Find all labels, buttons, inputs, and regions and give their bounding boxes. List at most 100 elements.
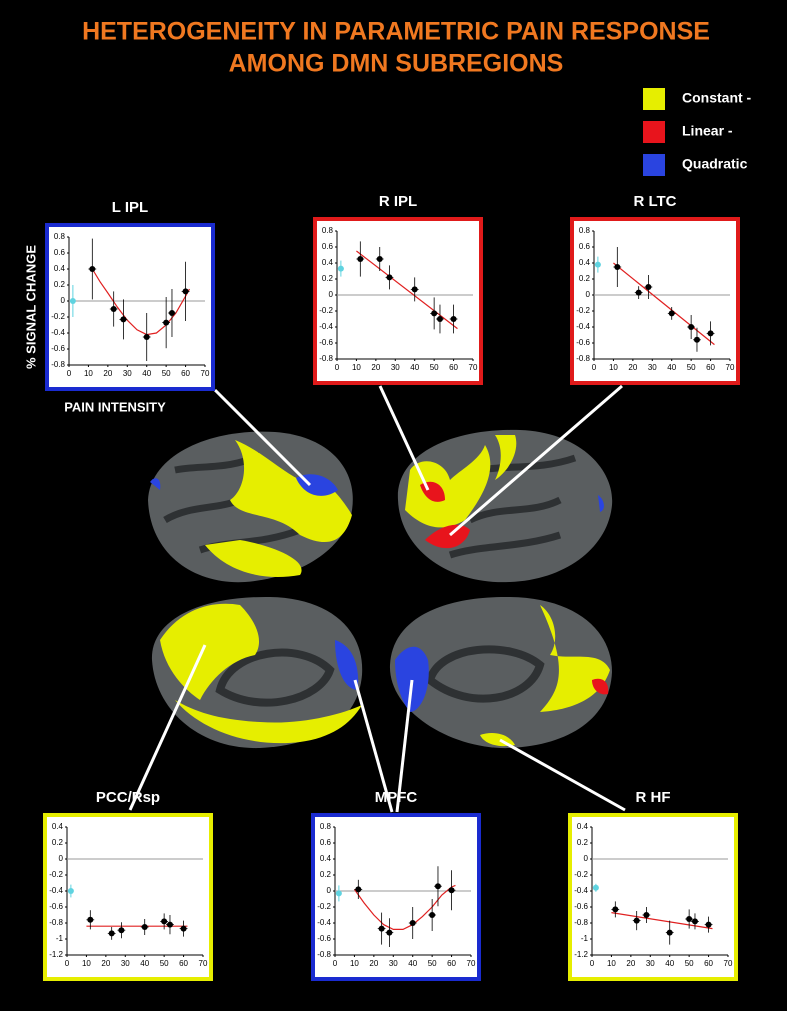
y-tick-label: 0 <box>61 296 66 305</box>
data-point <box>357 256 364 262</box>
panel-frame <box>570 217 740 385</box>
data-point <box>614 264 621 270</box>
x-tick-label: 30 <box>646 959 655 968</box>
baseline-point <box>69 298 76 304</box>
x-tick-label: 10 <box>352 363 361 372</box>
x-tick-label: 20 <box>628 363 637 372</box>
x-tick-label: 30 <box>391 363 400 372</box>
x-tick-label: 20 <box>103 369 112 378</box>
data-point <box>118 927 125 934</box>
y-tick-label: -0.2 <box>319 306 333 315</box>
data-point <box>110 306 117 312</box>
y-tick-label: 0.8 <box>579 226 591 235</box>
data-point <box>376 256 383 262</box>
x-tick-label: 60 <box>181 369 190 378</box>
legend-swatch <box>643 121 665 143</box>
data-point <box>612 906 619 913</box>
title-line: AMONG DMN SUBREGIONS <box>229 50 564 78</box>
data-point <box>691 918 698 925</box>
y-tick-label: 0.4 <box>579 258 591 267</box>
y-tick-label: 0.8 <box>322 226 334 235</box>
data-point <box>431 310 438 317</box>
panel: L IPL -0.8 -0.6 -0.4 -0.2 0 0.2 0.4 0.6 0.8 0 10 20 3… <box>23 199 215 414</box>
y-tick-label: 0.2 <box>320 870 332 879</box>
data-point <box>143 334 150 340</box>
panel: R IPL -0.8 -0.6 -0.4 -0.2 0 0.2 0.4 0.6 0.8 0 10 20 3… <box>313 193 483 385</box>
x-tick-label: 30 <box>389 959 398 968</box>
panel: PCC/Rsp -1.2 -1 -0.8 -0.6 -0.4 -0.2 0 0.2 0.4 0 10 2… <box>43 789 213 981</box>
legend-label: Linear - <box>682 123 733 139</box>
data-point <box>120 316 127 323</box>
data-point <box>180 925 187 932</box>
y-tick-label: -0.6 <box>576 338 590 347</box>
y-tick-label: -0.8 <box>49 918 63 927</box>
x-tick-label: 70 <box>467 959 476 968</box>
panel-frame <box>43 813 213 981</box>
data-point <box>87 916 94 923</box>
y-tick-label: -0.2 <box>49 870 63 879</box>
y-tick-label: 0.6 <box>54 248 66 257</box>
data-point <box>633 917 640 924</box>
y-tick-label: 0.2 <box>579 274 591 283</box>
data-point <box>89 266 96 272</box>
y-tick-label: -1.2 <box>49 950 63 959</box>
x-tick-label: 60 <box>179 959 188 968</box>
y-tick-label: -0.6 <box>319 338 333 347</box>
y-tick-label: -0.6 <box>51 344 65 353</box>
data-point <box>645 284 652 290</box>
baseline-point <box>67 888 74 894</box>
data-point <box>378 925 385 932</box>
y-tick-label: 0.4 <box>322 258 334 267</box>
y-tick-label: -0.8 <box>319 354 333 363</box>
data-point <box>411 286 418 293</box>
legend-label: Constant - <box>682 90 752 106</box>
y-tick-label: -0.4 <box>319 322 333 331</box>
data-point <box>168 310 175 316</box>
x-tick-label: 50 <box>685 959 694 968</box>
brain-left-lateral <box>148 431 353 583</box>
x-tick-label: 40 <box>408 959 417 968</box>
y-tick-label: -0.4 <box>317 918 331 927</box>
data-point <box>643 912 650 918</box>
y-tick-label: -1 <box>581 934 589 943</box>
data-point <box>166 921 173 928</box>
x-tick-label: 40 <box>665 959 674 968</box>
x-tick-label: 20 <box>101 959 110 968</box>
y-tick-label: 0.2 <box>52 838 64 847</box>
legend-swatch <box>643 88 665 110</box>
x-tick-label: 40 <box>667 363 676 372</box>
y-tick-label: 0.2 <box>577 838 589 847</box>
data-point <box>693 336 700 343</box>
data-point <box>161 918 168 925</box>
data-point <box>436 316 443 322</box>
panel-title: PCC/Rsp <box>96 789 160 806</box>
data-point <box>688 324 695 330</box>
brain-left-medial <box>151 596 363 749</box>
x-tick-label: 0 <box>590 959 595 968</box>
y-tick-label: 0.4 <box>320 854 332 863</box>
data-point <box>429 912 436 918</box>
panel-title: R HF <box>636 789 671 806</box>
panel-title: MPFC <box>375 789 418 806</box>
x-tick-label: 0 <box>592 363 597 372</box>
y-tick-label: -0.8 <box>51 360 65 369</box>
y-tick-label: 0 <box>327 886 332 895</box>
title-line: HETEROGENEITY IN PARAMETRIC PAIN RESPONS… <box>82 18 710 46</box>
data-point <box>666 929 673 936</box>
panel-frame <box>313 217 483 385</box>
panel: R LTC -0.8 -0.6 -0.4 -0.2 0 0.2 0.4 0.6 0.8 0 10 20 3… <box>570 193 740 385</box>
y-tick-label: 0 <box>59 854 64 863</box>
x-tick-label: 60 <box>447 959 456 968</box>
panel-frame <box>568 813 738 981</box>
data-point <box>108 930 115 937</box>
y-tick-label: -0.4 <box>576 322 590 331</box>
baseline-point <box>592 884 599 891</box>
x-tick-label: 70 <box>469 363 478 372</box>
x-tick-label: 20 <box>369 959 378 968</box>
x-tick-label: 40 <box>140 959 149 968</box>
y-tick-label: 0.6 <box>322 242 334 251</box>
x-tick-label: 50 <box>687 363 696 372</box>
legend-swatch <box>643 154 665 176</box>
y-tick-label: -0.2 <box>576 306 590 315</box>
x-tick-label: 30 <box>123 369 132 378</box>
